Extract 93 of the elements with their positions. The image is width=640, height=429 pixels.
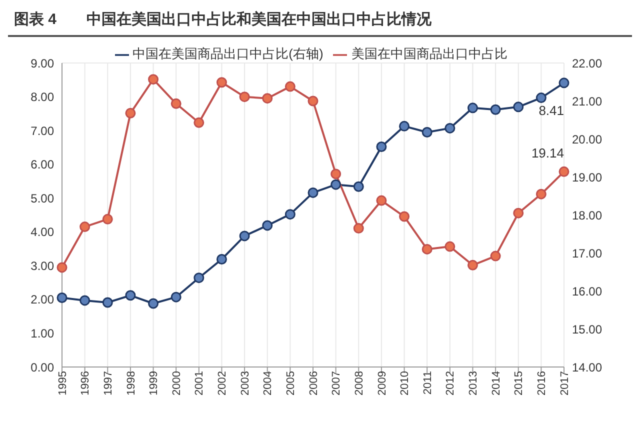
x-tick-label: 2007 (330, 371, 343, 396)
point (536, 188, 546, 200)
x-tick-label: 2008 (353, 371, 366, 396)
x-tick-label: 1997 (102, 371, 114, 396)
point (148, 74, 159, 85)
point (170, 292, 182, 302)
x-tick-label: 2005 (284, 371, 297, 396)
legend-label: 中国在美国商品出口中占比(右轴) (132, 46, 324, 61)
point (467, 102, 478, 114)
point (148, 298, 159, 309)
x-tick-label: 1995 (56, 371, 69, 396)
point (353, 181, 364, 192)
point (239, 230, 250, 242)
point (125, 290, 136, 301)
point (56, 292, 68, 304)
point (330, 168, 342, 180)
x-tick-label: 2011 (422, 371, 434, 395)
point (558, 78, 570, 88)
point (194, 117, 204, 128)
point (376, 195, 387, 206)
y-tick-label: 4.00 (30, 225, 54, 240)
x-tick-label: 1998 (125, 371, 138, 396)
point (56, 262, 68, 273)
point (399, 120, 410, 132)
x-tick-label: 2013 (468, 371, 480, 396)
x-tick-label: 1996 (80, 371, 92, 396)
point (239, 92, 250, 102)
y-tick-label: 1.00 (30, 326, 54, 340)
legend-label: 美国在中国商品出口中占比 (351, 46, 508, 61)
point (399, 211, 410, 222)
y-tick-label: 5.00 (30, 191, 54, 206)
point (330, 179, 342, 190)
x-tick-label: 1999 (148, 371, 160, 396)
y-tick-label: 2.00 (30, 292, 54, 307)
x-tick-label: 2003 (239, 371, 252, 396)
point (216, 254, 227, 264)
x-tick-label: 2014 (490, 371, 502, 396)
x-tick-label: 2006 (308, 371, 320, 396)
x-tick-label: 2004 (262, 371, 274, 396)
data-label: 19.14 (531, 146, 564, 161)
point (444, 241, 456, 252)
y-tick-label: 3.00 (30, 258, 54, 273)
point (262, 220, 273, 231)
y2-tick-label: 19.00 (572, 170, 602, 184)
y2-tick-label: 15.00 (572, 322, 602, 336)
y2-tick-label: 14.00 (572, 360, 602, 374)
x-tick-label: 2015 (513, 371, 526, 396)
point (308, 187, 318, 198)
point (490, 250, 501, 262)
y-tick-label: 6.00 (30, 158, 54, 172)
point (194, 272, 204, 284)
point (125, 108, 136, 118)
point (262, 93, 273, 104)
data-label: 8.41 (538, 102, 564, 118)
x-tick-label: 2002 (216, 371, 229, 396)
point (284, 81, 296, 92)
chart-title: 图表 4 中国在美国出口中占比和美国在中国出口中占比情况 (8, 8, 632, 37)
point (376, 142, 387, 152)
point (216, 77, 227, 88)
point (102, 214, 113, 224)
x-tick-label: 2000 (170, 371, 183, 396)
point (353, 223, 364, 234)
y-tick-label: 8.00 (30, 90, 54, 104)
point (80, 295, 90, 306)
point (558, 166, 570, 177)
y2-tick-label: 20.00 (572, 132, 602, 146)
y2-tick-label: 18.00 (572, 208, 602, 222)
x-tick-label: 2010 (399, 371, 412, 396)
y-tick-label: 7.00 (30, 124, 54, 138)
x-tick-label: 2009 (376, 371, 388, 396)
y-tick-label: 9.00 (30, 56, 54, 70)
point (444, 122, 456, 134)
point (102, 297, 113, 308)
x-tick-label: 2012 (444, 371, 457, 396)
point (80, 222, 90, 232)
point (422, 244, 432, 254)
point (284, 209, 296, 220)
y2-tick-label: 21.00 (572, 94, 602, 108)
point (513, 208, 524, 218)
y-tick-label: 0.00 (30, 360, 54, 374)
x-tick-label: 2017 (558, 371, 571, 396)
y2-tick-label: 17.00 (572, 246, 602, 260)
point (308, 96, 318, 106)
x-tick-label: 2001 (194, 371, 206, 396)
point (513, 102, 524, 112)
point (422, 126, 432, 138)
point (490, 104, 501, 115)
point (536, 92, 546, 104)
y2-tick-label: 22.00 (572, 56, 602, 70)
x-tick-label: 2016 (536, 371, 548, 396)
y2-tick-label: 16.00 (572, 284, 602, 298)
point (467, 260, 478, 270)
point (170, 98, 182, 109)
